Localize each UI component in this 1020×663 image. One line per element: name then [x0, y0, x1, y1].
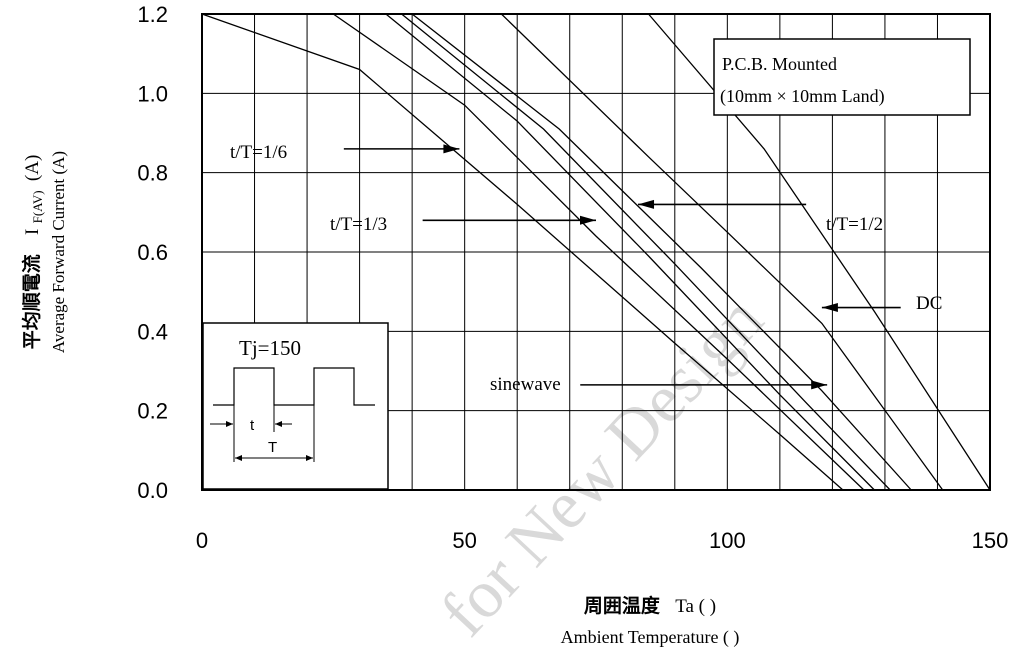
y-axis-title-line1: 平均順電流 I F(AV) (A)	[20, 155, 47, 350]
y-axis-label-en: Average Forward Current (A)	[49, 151, 68, 353]
series-lines	[201, 13, 991, 491]
x-axis-label-jp: 周囲温度	[584, 594, 661, 617]
series-line-t-t-1-3	[332, 13, 865, 491]
label-t-T-1-2: t/T=1/2	[826, 214, 883, 235]
x-tick-label: 100	[709, 528, 746, 553]
tick-labels: 0 50 100 150 0.0 0.2 0.4 0.6 0.8 1.0 1.2	[137, 2, 1008, 553]
x-axis-symbol: Ta ( )	[675, 596, 716, 617]
annotation-arrow-head	[443, 144, 460, 154]
y-tick-label: 0.4	[137, 319, 168, 344]
y-tick-label: 0.0	[137, 478, 168, 503]
y-axis-unit: (A)	[22, 155, 43, 181]
y-tick-label: 0.6	[137, 240, 168, 265]
annotation-arrow-head	[811, 380, 828, 390]
y-tick-label: 0.2	[137, 399, 168, 424]
y-tick-label: 1.0	[137, 81, 168, 106]
x-tick-label: 0	[196, 528, 208, 553]
label-t-T-1-6: t/T=1/6	[230, 142, 287, 163]
y-axis-label-jp: 平均順電流	[20, 254, 43, 349]
label-dc: DC	[916, 293, 942, 314]
series-line-unnamed-6	[648, 13, 991, 491]
y-axis-symbol: I	[22, 229, 43, 235]
y-tick-label: 0.8	[137, 161, 168, 186]
plot-frame	[201, 13, 991, 491]
condition-line-2: (10mm × 10mm Land)	[720, 86, 885, 107]
waveform-inset: Tj=150 t T	[202, 322, 389, 490]
x-tick-label: 50	[452, 528, 476, 553]
x-axis-label-en: Ambient Temperature ( )	[561, 627, 740, 648]
annotation-arrows	[343, 144, 901, 390]
series-line-unnamed-4	[411, 13, 912, 491]
x-axis-title-line1: 周囲温度 Ta ( )	[584, 594, 716, 617]
condition-line-1: P.C.B. Mounted	[722, 54, 837, 74]
series-line-dc	[500, 13, 944, 491]
inset-title: Tj=150	[239, 336, 301, 360]
y-tick-label: 1.2	[137, 2, 168, 27]
series-line-sinewave	[385, 13, 875, 491]
inset-T-label: T	[268, 439, 277, 456]
label-t-T-1-3: t/T=1/3	[330, 214, 387, 235]
series-line-t-t-1-2	[401, 13, 891, 491]
inset-t-label: t	[250, 417, 255, 434]
condition-box: P.C.B. Mounted (10mm × 10mm Land)	[713, 38, 971, 116]
annotation-arrow-head	[580, 215, 596, 225]
pulse-waveform	[213, 367, 375, 406]
label-sinewave: sinewave	[490, 374, 561, 395]
series-line-t-t-1-6	[201, 13, 844, 491]
x-tick-label: 150	[972, 528, 1009, 553]
y-axis-symbol-sub: F(AV)	[30, 190, 45, 223]
annotation-arrow-head	[638, 199, 655, 209]
annotation-arrow-head	[821, 303, 838, 313]
